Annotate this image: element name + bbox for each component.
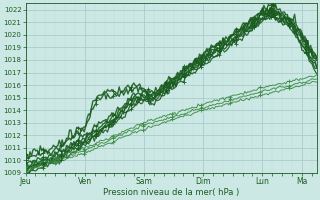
X-axis label: Pression niveau de la mer( hPa ): Pression niveau de la mer( hPa ) bbox=[103, 188, 239, 197]
